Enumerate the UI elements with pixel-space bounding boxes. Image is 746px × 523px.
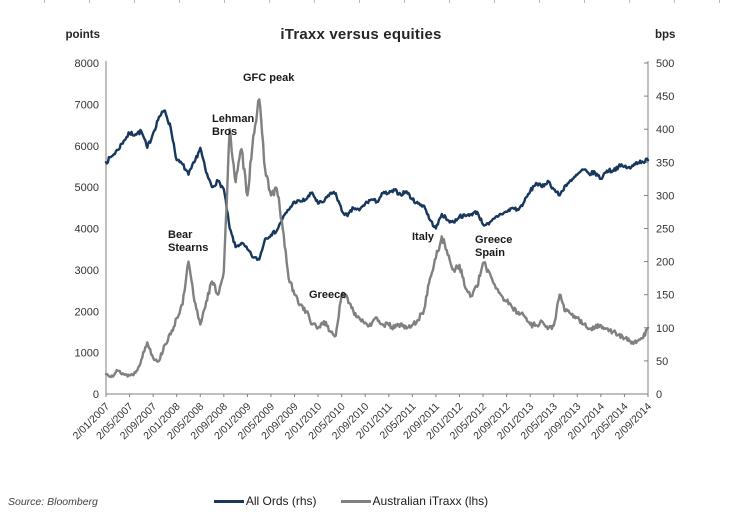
left-axis-unit-label: points [65, 29, 101, 41]
legend-item-itraxx: Australian iTraxx (lhs) [340, 494, 489, 508]
annotation-bear-stearns: Stearns [168, 242, 208, 254]
legend-item-all-ords: All Ords (rhs) [213, 494, 317, 508]
series-line-all-ords [104, 109, 650, 261]
y-axis-right-tick-label: 450 [656, 91, 674, 103]
annotation-greece-spain: Greece [475, 234, 512, 246]
annotation-greece-spain: Spain [475, 247, 505, 259]
y-axis-right-tick-label: 100 [656, 323, 674, 335]
y-axis-left-tick-label: 3000 [75, 265, 99, 277]
y-axis-left-tick-label: 6000 [75, 141, 99, 153]
y-axis-right-tick-label: 200 [656, 257, 674, 269]
y-axis-right-tick-label: 500 [656, 58, 674, 70]
y-axis-left-tick-label: 0 [93, 389, 99, 401]
y-axis-left-tick-label: 7000 [75, 99, 99, 111]
right-axis-unit-label: bps [655, 29, 676, 41]
y-axis-left-tick-label: 2000 [75, 306, 99, 318]
y-axis-right-tick-label: 400 [656, 124, 674, 136]
y-axis-left-tick-label: 1000 [75, 348, 99, 360]
y-axis-right-tick-label: 350 [656, 157, 674, 169]
chart-plot: 0 1000 2000 3000 4000 5000 6000 7000 8000 0 50 100 1… [71, 58, 675, 442]
annotation-lehman-bros: Bros [212, 126, 237, 138]
legend-swatch-itraxx [340, 499, 371, 503]
legend-label-all-ords: All Ords (rhs) [245, 494, 317, 508]
y-axis-left-tick-label: 8000 [75, 58, 99, 70]
top-tick-strip [0, 0, 746, 3]
annotation-lehman-bros: Lehman [212, 113, 254, 125]
annotation-bear-stearns: Bear [168, 229, 193, 241]
y-axis-left-tick-label: 5000 [75, 182, 99, 194]
source-note: Source: Bloomberg [8, 496, 98, 508]
annotation-italy-2011: Italy [412, 231, 435, 243]
annotation-greece-2010: Greece [309, 289, 346, 301]
series-line-itraxx [104, 98, 650, 379]
y-axis-right-tick-label: 300 [656, 190, 674, 202]
y-axis-right-tick-label: 250 [656, 224, 674, 236]
y-axis-left-tick-label: 4000 [75, 224, 99, 236]
chart-title: iTraxx versus equities [280, 26, 442, 43]
y-axis-right-tick-label: 50 [656, 356, 668, 368]
annotation-gfc-peak: GFC peak [243, 72, 295, 84]
y-axis-right-tick-label: 0 [656, 389, 662, 401]
legend-label-itraxx: Australian iTraxx (lhs) [372, 494, 489, 508]
y-axis-right-tick-label: 150 [656, 290, 674, 302]
chart-legend: All Ords (rhs) Australian iTraxx (lhs) [0, 494, 724, 508]
legend-swatch-all-ords [213, 499, 244, 503]
